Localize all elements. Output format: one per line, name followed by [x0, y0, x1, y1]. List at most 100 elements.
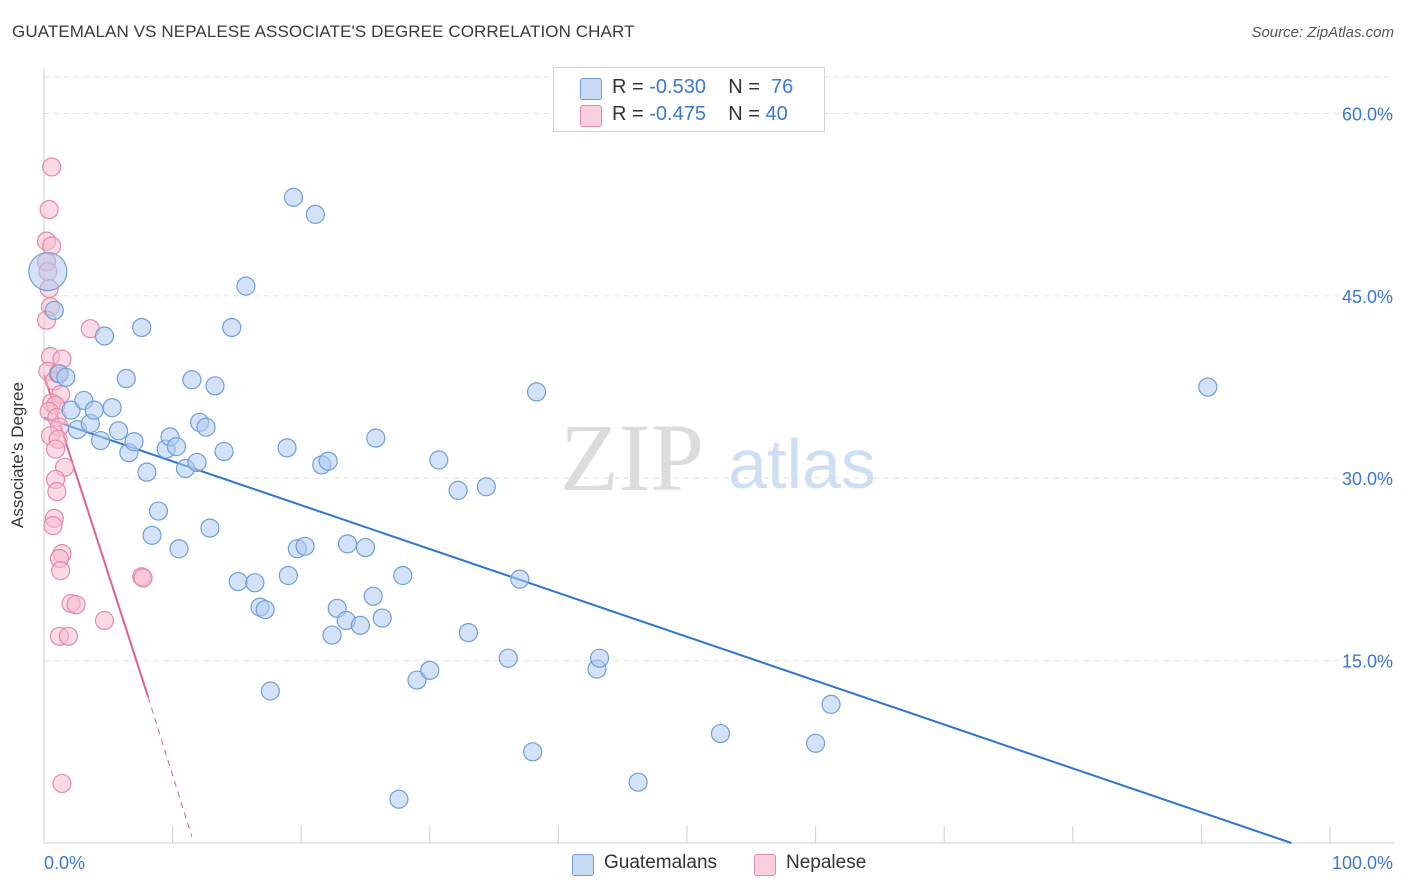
guatemalan-point-60	[429, 450, 449, 470]
legend-swatch-nepalese	[754, 854, 776, 876]
guatemalan-point-18	[142, 525, 162, 545]
guatemalan-point-0	[28, 251, 68, 292]
guatemalan-point-30	[205, 376, 225, 396]
guatemalan-point-54	[366, 428, 386, 448]
nepalese-point-39	[52, 773, 72, 794]
guatemalan-point-23	[169, 539, 189, 559]
guatemalan-point-31	[214, 441, 234, 462]
nepalese-point-28	[43, 516, 63, 536]
guatemalan-point-41	[283, 187, 304, 207]
trendline-nepalese-extension	[147, 696, 193, 838]
nepalese-points	[36, 157, 153, 794]
guatemalan-point-13	[116, 368, 136, 389]
guatemalan-point-74	[1198, 377, 1218, 397]
guatemalan-point-39	[277, 438, 297, 458]
guatemalan-point-22	[166, 437, 187, 457]
legend-label-guatemalans: Guatemalans	[604, 852, 718, 873]
nepalese-point-33	[133, 568, 153, 588]
legend-r-label: R =	[612, 76, 650, 98]
guatemalan-point-71	[710, 723, 731, 744]
x-tick-label-1: 100.0%	[1332, 853, 1393, 873]
guatemalan-point-63	[476, 477, 496, 497]
guatemalan-point-19	[148, 501, 169, 521]
guatemalan-point-10	[94, 326, 115, 346]
watermark-atlas: atlas	[728, 425, 876, 503]
guatemalan-point-34	[236, 276, 256, 296]
y-tick-label-0: 15.0%	[1342, 652, 1393, 672]
nepalese-point-35	[66, 595, 86, 615]
nepalese-point-38	[58, 626, 79, 646]
axis-tick-labels: 15.0% 30.0% 45.0% 60.0% 0.0% 100.0%	[44, 104, 1393, 873]
watermark: ZIP atlas	[560, 404, 876, 511]
guatemalan-point-52	[355, 537, 376, 558]
guatemalan-point-72	[805, 733, 826, 753]
guatemalan-point-58	[407, 670, 427, 690]
legend-n-label: N =	[728, 103, 766, 125]
source-note: Source: ZipAtlas.com	[1251, 24, 1394, 41]
guatemalan-point-43	[295, 536, 315, 556]
guatemalan-point-56	[389, 789, 409, 809]
guatemalan-point-16	[132, 317, 152, 338]
guatemalan-point-17	[137, 462, 157, 482]
guatemalan-point-47	[322, 625, 342, 645]
guatemalan-point-35	[245, 573, 265, 593]
guatemalan-point-26	[187, 452, 207, 473]
guatemalan-point-62	[458, 623, 478, 643]
guatemalan-point-57	[393, 565, 413, 586]
nepalese-point-26	[47, 482, 67, 502]
guatemalan-point-46	[318, 451, 338, 471]
nepalese-point-0	[42, 157, 62, 177]
legend-label-nepalese: Nepalese	[786, 852, 867, 873]
chart-title: GUATEMALAN VS NEPALESE ASSOCIATE'S DEGRE…	[12, 22, 635, 41]
guatemalan-point-64	[498, 648, 518, 668]
guatemalan-point-38	[260, 681, 280, 701]
guatemalan-point-3	[56, 367, 76, 387]
guatemalan-point-65	[510, 569, 530, 589]
nepalese-point-23	[45, 439, 66, 459]
guatemalan-point-25	[182, 370, 202, 390]
legend-swatch-guatemalans	[572, 854, 594, 876]
guatemalan-point-53	[363, 586, 383, 606]
guatemalan-point-66	[523, 742, 543, 762]
x-tick-marks	[43, 826, 1331, 843]
guatemalan-point-73	[821, 694, 841, 714]
legend-n-value: 76	[771, 76, 794, 98]
guatemalan-point-8	[84, 400, 104, 420]
guatemalan-point-4	[61, 400, 81, 420]
guatemalan-point-28	[196, 417, 216, 437]
nepalese-point-36	[94, 610, 115, 631]
y-tick-label-1: 30.0%	[1342, 469, 1393, 489]
legend-text-nepalese: R = -0.475 N = 40	[612, 103, 788, 126]
guatemalan-point-15	[124, 432, 144, 452]
x-tick-label-0: 0.0%	[44, 853, 85, 873]
legend-n-label: N =	[728, 76, 766, 98]
nepalese-point-31	[51, 561, 71, 581]
guatemalan-point-29	[200, 518, 220, 538]
nepalese-point-1	[39, 199, 59, 220]
legend-swatch-guatemalans	[580, 78, 602, 100]
legend-text-guatemalans: R = -0.530 N = 76	[612, 76, 793, 99]
guatemalan-point-33	[228, 571, 248, 592]
guatemalan-point-40	[278, 565, 298, 586]
guatemalan-point-67	[526, 382, 547, 402]
guatemalan-point-9	[90, 430, 111, 451]
guatemalan-point-59	[420, 660, 440, 680]
guatemalan-point-11	[102, 398, 122, 418]
guatemalan-point-55	[372, 608, 392, 628]
legend-r-value: -0.475	[649, 103, 706, 125]
guatemalan-point-50	[337, 534, 358, 554]
gridlines	[43, 68, 1394, 844]
y-axis-label: Associate's Degree	[8, 382, 27, 528]
guatemalan-point-12	[108, 421, 129, 441]
guatemalan-point-70	[628, 772, 648, 792]
guatemalan-point-32	[222, 317, 242, 338]
correlation-legend: R = -0.530 N = 76 R = -0.475 N = 40	[553, 67, 825, 132]
y-tick-label-3: 60.0%	[1342, 104, 1393, 124]
guatemalan-point-44	[305, 204, 325, 224]
guatemalan-point-61	[448, 480, 468, 500]
guatemalan-point-37	[255, 599, 275, 620]
guatemalan-point-69	[589, 648, 610, 668]
trendline-guatemalans	[43, 416, 1292, 844]
guatemalan-point-51	[350, 615, 370, 635]
